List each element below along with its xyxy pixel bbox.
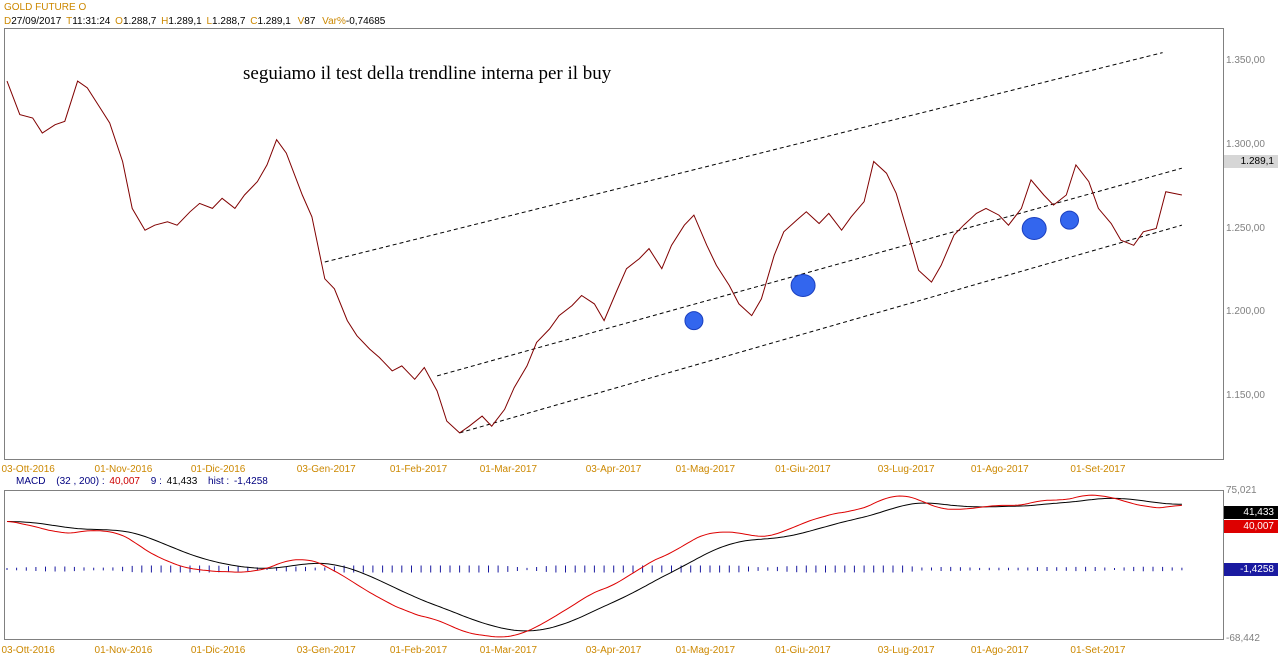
low-value: 1.288,7 bbox=[212, 16, 246, 27]
price-tick-label: 1.200,00 bbox=[1226, 306, 1265, 318]
date-axis-label: 01-Set-2017 bbox=[1070, 464, 1126, 475]
price-panel[interactable] bbox=[4, 28, 1224, 460]
macd-line bbox=[6, 494, 1182, 638]
price-tick-label: 1.150,00 bbox=[1226, 390, 1265, 401]
var-key: Var% bbox=[322, 16, 346, 27]
date-axis-label: 03-Gen-2017 bbox=[296, 645, 356, 656]
hist-key: hist bbox=[208, 476, 224, 487]
high-key: H bbox=[161, 16, 169, 27]
date-axis-label: 01-Feb-2017 bbox=[389, 645, 448, 656]
date-axis-label: 03-Gen-2017 bbox=[296, 464, 356, 475]
date-axis-label: 01-Mar-2017 bbox=[479, 464, 538, 475]
trendline-test-marker bbox=[684, 311, 704, 331]
hist-sep: : bbox=[226, 476, 230, 487]
date-axis-label: 03-Apr-2017 bbox=[585, 645, 642, 656]
signal-key: 9 bbox=[150, 476, 157, 487]
date-axis-label: 01-Nov-2016 bbox=[94, 645, 153, 656]
date-axis-label: 03-Ott-2016 bbox=[1, 464, 55, 475]
signal-sep: : bbox=[159, 476, 162, 487]
date-axis-label: 01-Ago-2017 bbox=[970, 645, 1029, 656]
chart-annotation: seguiamo il test della trendline interna… bbox=[243, 63, 612, 84]
date-axis-label: 01-Giu-2017 bbox=[775, 645, 831, 656]
date-axis-label: 01-Mag-2017 bbox=[675, 464, 736, 475]
macd-sep: : bbox=[101, 476, 105, 487]
trendline-test-marker bbox=[1060, 210, 1080, 230]
var-value: -0,74685 bbox=[345, 16, 386, 27]
date-axis-label: 01-Mar-2017 bbox=[479, 645, 538, 656]
trendline-test-marker bbox=[1021, 217, 1047, 240]
signal-line bbox=[7, 497, 1182, 632]
high-value: 1.289,1 bbox=[168, 16, 202, 27]
close-value: 1.289,1 bbox=[257, 16, 291, 27]
price-tick-label: 1.300,00 bbox=[1226, 138, 1265, 150]
macd-tag: 40,007 bbox=[1224, 520, 1278, 533]
macd-axis-max: 75,021 bbox=[1226, 485, 1257, 496]
ohlc-header: D27/09/2017 T11:31:24 O1.288,7 H1.289,1 … bbox=[4, 16, 385, 28]
date-axis-label: 03-Ott-2016 bbox=[1, 645, 55, 656]
signal-value: 41,433 bbox=[166, 476, 198, 487]
channel-line-2 bbox=[437, 167, 1182, 377]
hist-tag: -1,4258 bbox=[1224, 563, 1278, 576]
date-axis-label: 03-Apr-2017 bbox=[585, 464, 642, 475]
date-axis-label: 01-Mag-2017 bbox=[675, 645, 736, 656]
price-tick-label: 1.250,00 bbox=[1226, 222, 1265, 234]
date-axis-label: 01-Feb-2017 bbox=[389, 464, 448, 475]
date-axis-label: 01-Giu-2017 bbox=[775, 464, 831, 475]
macd-name: MACD bbox=[16, 476, 46, 487]
instrument-title: GOLD FUTURE O bbox=[4, 2, 87, 13]
time-key: T bbox=[66, 16, 73, 27]
date-axis-label: 03-Lug-2017 bbox=[877, 645, 935, 656]
time-value: 11:31:24 bbox=[72, 16, 111, 27]
price-tick-label: 1.350,00 bbox=[1226, 55, 1265, 66]
macd-params: (32 , 200) bbox=[56, 476, 100, 487]
date-axis-label: 01-Dic-2016 bbox=[190, 645, 246, 656]
date-axis-label: 01-Nov-2016 bbox=[94, 464, 153, 475]
date-value: 27/09/2017 bbox=[11, 16, 62, 27]
volume-key: V bbox=[297, 16, 305, 27]
price-line bbox=[6, 80, 1183, 434]
hist-value: -1,4258 bbox=[233, 476, 268, 487]
macd-panel[interactable] bbox=[4, 490, 1224, 640]
volume-value: 87 bbox=[304, 16, 316, 27]
macd-header: MACD (32 , 200) : 40,007 9 : 41,433 hist… bbox=[16, 476, 268, 488]
date-axis-label: 01-Dic-2016 bbox=[190, 464, 246, 475]
date-axis-label: 01-Ago-2017 bbox=[970, 464, 1029, 475]
macd-value: 40,007 bbox=[109, 476, 140, 487]
close-key: C bbox=[250, 16, 258, 27]
channel-line-1 bbox=[324, 52, 1163, 263]
signal-tag: 41,433 bbox=[1224, 506, 1278, 519]
macd-axis-min: -68,442 bbox=[1226, 633, 1260, 644]
date-axis-label: 03-Lug-2017 bbox=[877, 464, 935, 475]
last-price-tag: 1.289,1 bbox=[1224, 155, 1278, 168]
low-key: L bbox=[206, 16, 213, 27]
date-key: D bbox=[4, 16, 12, 27]
open-value: 1.288,7 bbox=[122, 16, 157, 27]
trendline-test-marker bbox=[790, 273, 816, 297]
date-axis-label: 01-Set-2017 bbox=[1070, 645, 1126, 656]
channel-line-3 bbox=[459, 224, 1182, 434]
open-key: O bbox=[115, 16, 123, 27]
